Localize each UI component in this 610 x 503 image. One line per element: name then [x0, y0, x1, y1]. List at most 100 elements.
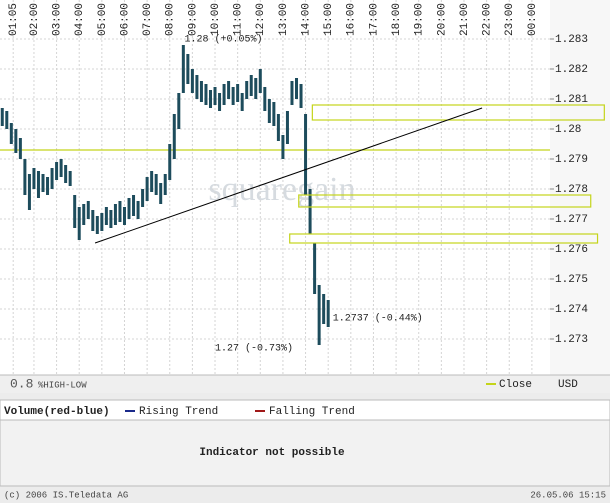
high-low-bar: [14, 129, 18, 153]
y-tick-label: 1.276: [555, 244, 588, 256]
high-low-bar: [190, 69, 194, 93]
x-tick-label: 10:00: [210, 3, 222, 36]
x-tick-label: 01:05: [8, 3, 20, 36]
scale-label: 0.8: [10, 376, 33, 391]
rising-legend-label: Rising Trend: [139, 406, 218, 418]
y-tick-label: 1.283: [555, 34, 588, 46]
x-tick-label: 03:00: [51, 3, 63, 36]
high-low-bar: [240, 93, 244, 111]
x-tick-label: 13:00: [278, 3, 290, 36]
high-low-bar: [258, 69, 262, 93]
close-legend-label: Close: [499, 379, 532, 391]
high-low-bar: [213, 87, 217, 105]
volume-title: Volume(red-blue): [4, 406, 110, 418]
high-low-bar: [222, 84, 226, 105]
y-tick-label: 1.277: [555, 214, 588, 226]
high-low-bar: [136, 201, 140, 219]
annotation: 1.2737 (-0.44%): [333, 313, 423, 325]
falling-legend-label: Falling Trend: [269, 406, 355, 418]
high-low-bar: [254, 78, 258, 99]
high-low-bar: [127, 198, 131, 219]
high-low-bar: [163, 174, 167, 195]
high-low-bar: [132, 195, 136, 216]
high-low-bar: [64, 165, 68, 183]
high-low-bar: [218, 93, 222, 111]
x-tick-label: 18:00: [391, 3, 403, 36]
high-low-bar: [172, 114, 176, 159]
x-tick-label: 20:00: [436, 3, 448, 36]
high-low-bar: [36, 171, 40, 198]
high-low-bar: [227, 81, 231, 99]
high-low-bar: [181, 45, 185, 93]
high-low-bar: [18, 138, 22, 159]
trend-line: [94, 107, 483, 244]
high-low-bar: [304, 114, 308, 195]
x-tick-label: 04:00: [74, 3, 86, 36]
axis-area: [550, 0, 610, 375]
timestamp: 26.05.06 15:15: [530, 490, 606, 500]
high-low-bar: [104, 207, 108, 225]
high-low-bar: [154, 174, 158, 195]
mode-label: %HIGH-LOW: [38, 380, 87, 390]
high-low-bar: [118, 201, 122, 222]
high-low-bar: [59, 159, 63, 177]
high-low-bar: [86, 201, 90, 219]
high-low-bar: [177, 93, 181, 129]
high-low-bar: [77, 207, 81, 240]
high-low-bar: [186, 54, 190, 84]
high-low-bar: [122, 207, 126, 225]
y-tick-label: 1.274: [555, 304, 588, 316]
high-low-bar: [326, 300, 330, 327]
annotation: 1.28 (+0.05%): [184, 34, 262, 46]
high-low-bar: [50, 168, 54, 189]
y-tick-label: 1.28: [555, 124, 581, 136]
high-low-bar: [299, 84, 303, 108]
high-low-bar: [168, 144, 172, 180]
currency-label: USD: [558, 379, 578, 391]
x-tick-label: 17:00: [368, 3, 380, 36]
high-low-bar: [73, 195, 77, 228]
high-low-bar: [159, 183, 163, 204]
y-tick-label: 1.281: [555, 94, 588, 106]
price-zone: [311, 104, 605, 121]
x-tick-label: 11:00: [233, 3, 245, 36]
high-low-bar: [308, 189, 312, 234]
high-low-bar: [55, 162, 59, 180]
y-tick-label: 1.278: [555, 184, 588, 196]
high-low-bar: [236, 84, 240, 102]
x-tick-label: 14:00: [300, 3, 312, 36]
x-tick-label: 07:00: [142, 3, 154, 36]
x-tick-label: 19:00: [414, 3, 426, 36]
x-tick-label: 16:00: [346, 3, 358, 36]
x-tick-label: 08:00: [165, 3, 177, 36]
high-low-bar: [322, 294, 326, 324]
high-low-bar: [41, 174, 45, 192]
high-low-bar: [82, 204, 86, 225]
high-low-bar: [145, 177, 149, 201]
high-low-bar: [263, 87, 267, 111]
high-low-bar: [113, 204, 117, 225]
x-tick-label: 21:00: [459, 3, 471, 36]
high-low-bar: [208, 90, 212, 108]
copyright: (c) 2006 IS.Teledata AG: [4, 490, 128, 500]
high-low-bar: [150, 171, 154, 192]
high-low-bar: [285, 111, 289, 144]
x-tick-label: 02:00: [29, 3, 41, 36]
x-tick-label: 22:00: [482, 3, 494, 36]
high-low-bar: [290, 81, 294, 105]
price-zone: [298, 194, 592, 208]
high-low-bar: [27, 174, 31, 210]
high-low-bar: [276, 114, 280, 141]
x-tick-label: 00:00: [527, 3, 539, 36]
high-low-bar: [141, 189, 145, 207]
y-tick-label: 1.273: [555, 334, 588, 346]
chart-footer-strip: [0, 375, 610, 393]
annotation: 1.27 (-0.73%): [215, 343, 293, 355]
high-low-bar: [9, 123, 13, 144]
high-low-bar: [199, 81, 203, 102]
high-low-bar: [95, 216, 99, 234]
y-tick-label: 1.275: [555, 274, 588, 286]
high-low-bar: [231, 87, 235, 105]
high-low-bar: [100, 213, 104, 231]
volume-panel: [0, 419, 610, 487]
